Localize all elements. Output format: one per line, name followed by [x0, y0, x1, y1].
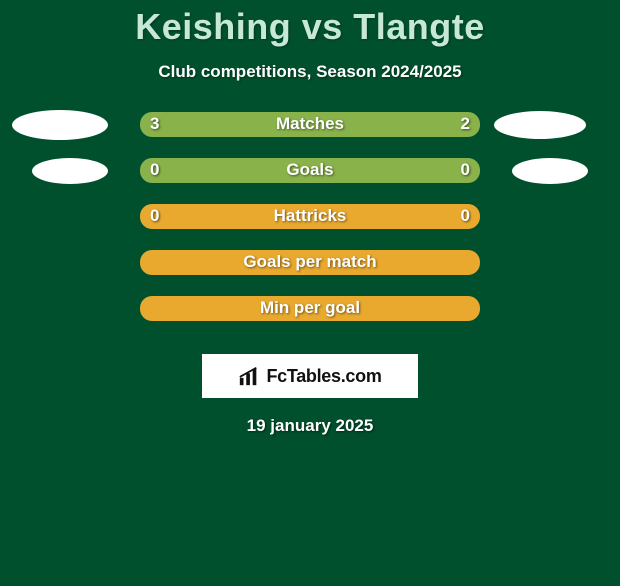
stat-value-right: 2	[461, 114, 470, 134]
stat-row: 0Hattricks0	[0, 204, 620, 250]
stats-area: 3Matches20Goals00Hattricks0Goals per mat…	[0, 112, 620, 342]
stat-label: Min per goal	[140, 298, 480, 318]
logo-text: FcTables.com	[266, 366, 381, 387]
stat-value-right: 0	[461, 160, 470, 180]
stat-label: Goals	[140, 160, 480, 180]
stat-label: Hattricks	[140, 206, 480, 226]
player-left-avatar	[12, 110, 108, 140]
date-text: 19 january 2025	[0, 416, 620, 436]
subtitle: Club competitions, Season 2024/2025	[0, 62, 620, 82]
stat-bar: 3Matches2	[140, 112, 480, 137]
player-right-avatar	[494, 111, 586, 139]
stat-value-right: 0	[461, 206, 470, 226]
stat-bar: 0Hattricks0	[140, 204, 480, 229]
player-right-avatar	[512, 158, 588, 184]
barchart-icon	[238, 365, 260, 387]
stat-row: Goals per match	[0, 250, 620, 296]
logo-box: FcTables.com	[202, 354, 418, 398]
stat-bar: Min per goal	[140, 296, 480, 321]
page-title: Keishing vs Tlangte	[0, 6, 620, 48]
player-left-avatar	[32, 158, 108, 184]
stat-bar: 0Goals0	[140, 158, 480, 183]
stat-bar: Goals per match	[140, 250, 480, 275]
stat-label: Matches	[140, 114, 480, 134]
stat-row: Min per goal	[0, 296, 620, 342]
stat-label: Goals per match	[140, 252, 480, 272]
